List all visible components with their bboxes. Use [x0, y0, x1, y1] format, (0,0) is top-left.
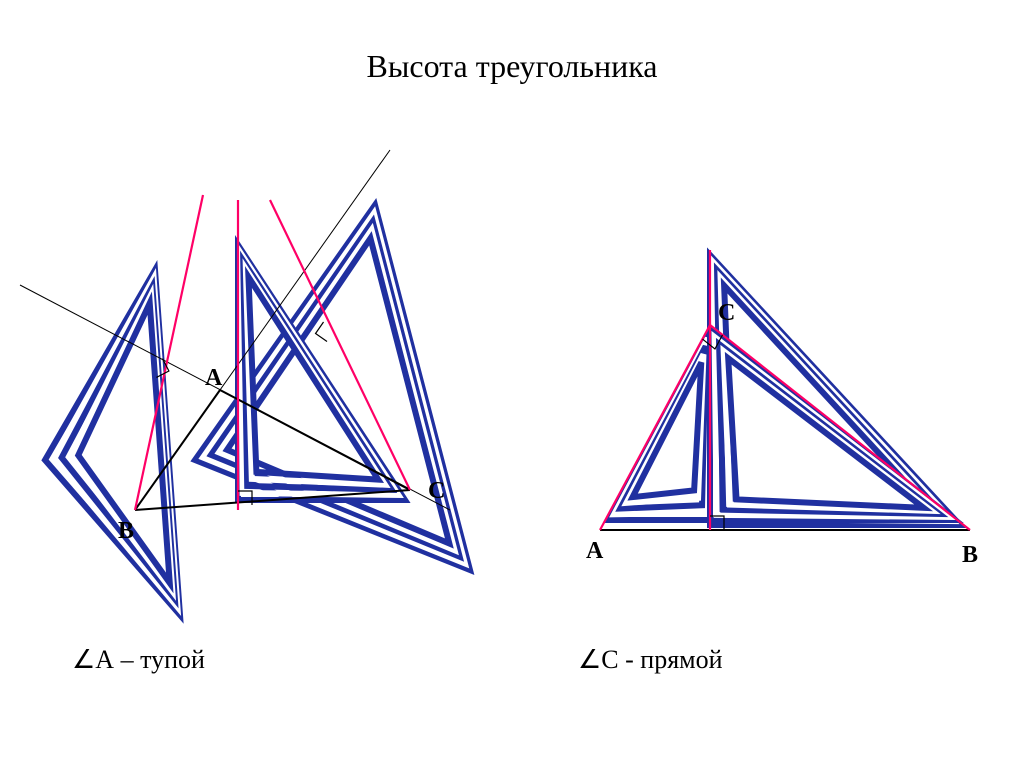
right-caption: ∠С - прямой	[578, 645, 723, 675]
left-vertex-label-C: C	[428, 478, 445, 505]
right-vertex-label-B: B	[962, 542, 978, 569]
left-vertex-label-B: B	[118, 518, 134, 545]
left-vertex-label-A: A	[205, 365, 222, 392]
right-diagram	[560, 230, 1000, 590]
page-title: Высота треугольника	[0, 48, 1024, 85]
left-diagram	[10, 150, 510, 630]
right-vertex-label-C: C	[718, 300, 735, 327]
left-caption: ∠А – тупой	[72, 645, 205, 675]
right-vertex-label-A: A	[586, 538, 603, 565]
